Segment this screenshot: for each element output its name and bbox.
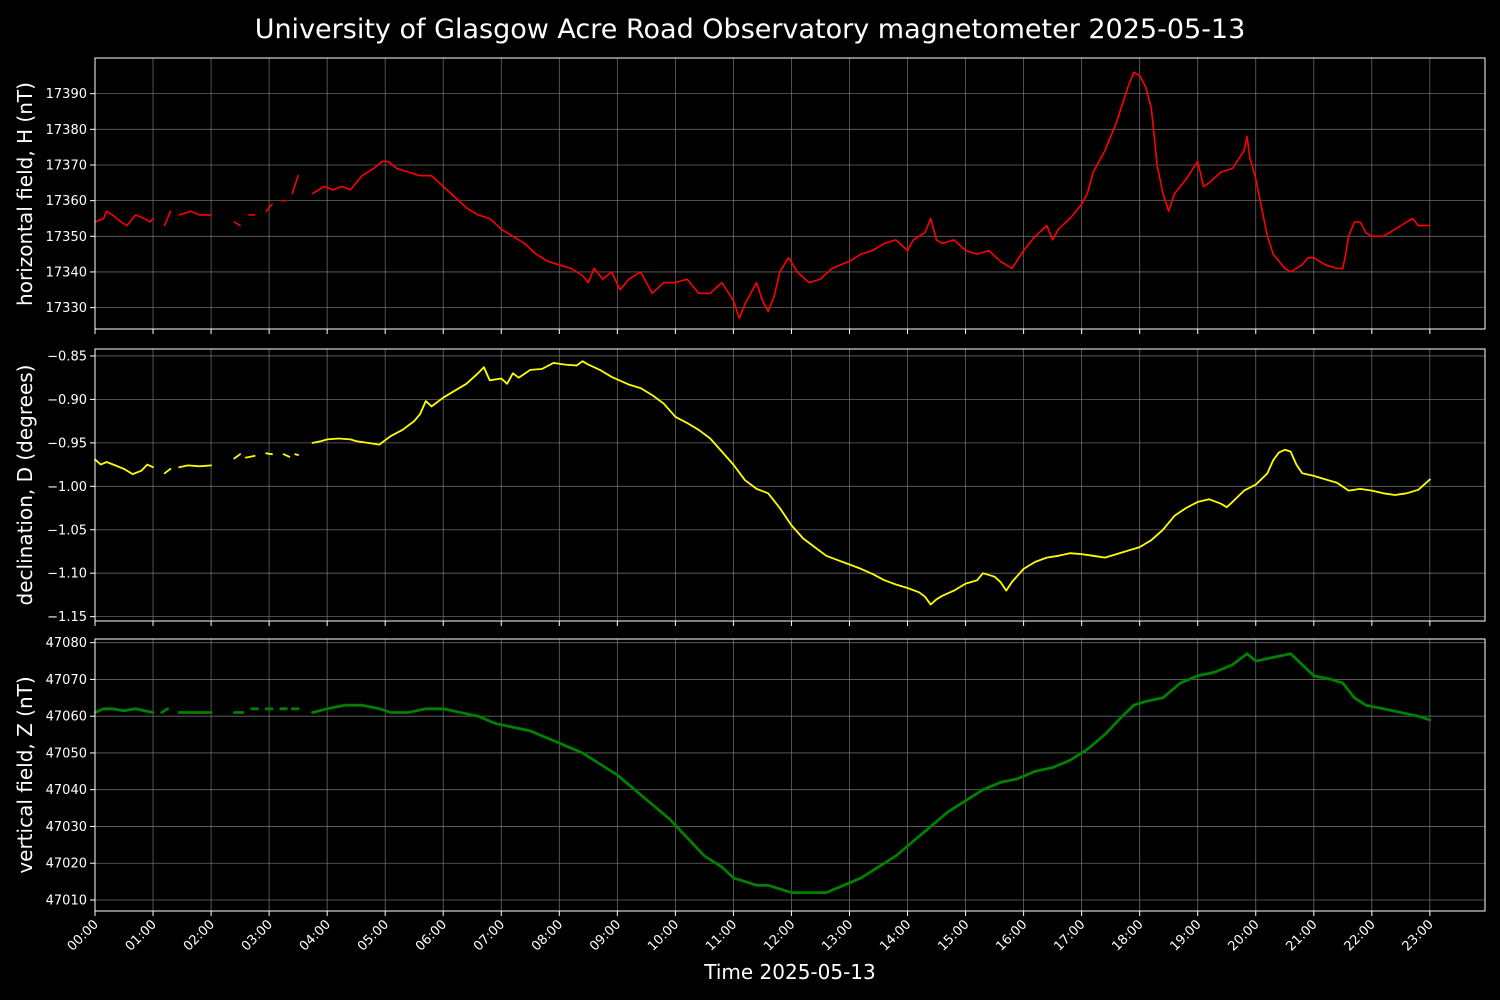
y-tick-label: −1.15 <box>47 610 87 625</box>
x-tick-label: 09:00 <box>587 917 624 954</box>
chart-title: University of Glasgow Acre Road Observat… <box>254 14 1246 45</box>
series-line <box>94 210 154 227</box>
series-line <box>178 210 212 216</box>
series-line <box>282 453 291 458</box>
x-tick-label: 22:00 <box>1342 917 1379 954</box>
y-tick-label: −0.85 <box>47 349 87 364</box>
plot-frame <box>94 348 1486 622</box>
series-line <box>294 453 299 456</box>
x-tick-label: 17:00 <box>1051 917 1088 954</box>
y-tick-label: 17380 <box>46 123 87 138</box>
x-tick-label: 13:00 <box>819 917 856 954</box>
series-line <box>163 210 172 227</box>
x-tick-label: 10:00 <box>645 917 682 954</box>
y-axis-label-z: vertical field, Z (nT) <box>13 676 37 874</box>
x-tick-label: 02:00 <box>181 917 218 954</box>
series-line <box>93 707 155 714</box>
y-tick-label: 47080 <box>46 636 87 651</box>
plot-frame <box>94 638 1486 912</box>
y-tick-label: −1.10 <box>47 567 87 582</box>
x-tick-label: 12:00 <box>761 917 798 954</box>
x-tick-label: 14:00 <box>877 917 914 954</box>
y-axis-label-d: declination, D (degrees) <box>13 364 37 606</box>
y-tick-label: −0.95 <box>47 436 87 451</box>
series-line <box>291 174 299 195</box>
y-tick-label: 47030 <box>46 820 87 835</box>
series-line <box>163 468 172 475</box>
plot-frame <box>94 57 1486 330</box>
y-tick-label: 17360 <box>46 194 87 209</box>
y-tick-label: 47070 <box>46 673 87 688</box>
x-tick-label: 21:00 <box>1284 917 1321 954</box>
x-tick-label: 18:00 <box>1109 917 1146 954</box>
x-tick-label: 00:00 <box>65 917 102 954</box>
x-tick-label: 15:00 <box>935 917 972 954</box>
series-line <box>160 707 169 714</box>
y-tick-label: 17370 <box>46 158 87 173</box>
series-line <box>233 221 241 227</box>
y-tick-label: −1.00 <box>47 480 87 495</box>
x-tick-label: 07:00 <box>471 917 508 954</box>
x-tick-label: 16:00 <box>993 917 1030 954</box>
series-line <box>245 455 256 459</box>
y-tick-label: 47040 <box>46 783 87 798</box>
series-line <box>311 652 1432 894</box>
x-axis-label: Time 2025-05-13 <box>704 960 876 984</box>
series-line <box>311 71 1431 320</box>
series-line <box>233 453 241 460</box>
y-tick-label: −0.90 <box>47 393 87 408</box>
x-tick-label: 20:00 <box>1225 917 1262 954</box>
y-tick-label: 47050 <box>46 746 87 761</box>
x-tick-label: 11:00 <box>703 917 740 954</box>
y-tick-label: 47060 <box>46 710 87 725</box>
y-axis-label-h: horizontal field, H (nT) <box>13 82 37 306</box>
y-tick-label: 47010 <box>46 893 87 908</box>
y-tick-label: 17350 <box>46 230 87 245</box>
x-tick-label: 23:00 <box>1400 917 1437 954</box>
y-tick-label: −1.05 <box>47 523 87 538</box>
x-tick-label: 01:00 <box>123 917 160 954</box>
x-tick-label: 08:00 <box>529 917 566 954</box>
series-line <box>94 458 154 475</box>
x-tick-label: 03:00 <box>239 917 276 954</box>
series-line <box>178 464 212 469</box>
series-line <box>265 203 273 213</box>
series-line <box>265 452 273 456</box>
y-tick-label: 47020 <box>46 857 87 872</box>
x-tick-label: 04:00 <box>297 917 334 954</box>
y-tick-label: 17390 <box>46 87 87 102</box>
y-tick-label: 17330 <box>46 301 87 316</box>
x-tick-label: 06:00 <box>413 917 450 954</box>
x-tick-label: 19:00 <box>1167 917 1204 954</box>
series-line <box>311 360 1431 606</box>
y-tick-label: 17340 <box>46 265 87 280</box>
x-tick-label: 05:00 <box>355 917 392 954</box>
